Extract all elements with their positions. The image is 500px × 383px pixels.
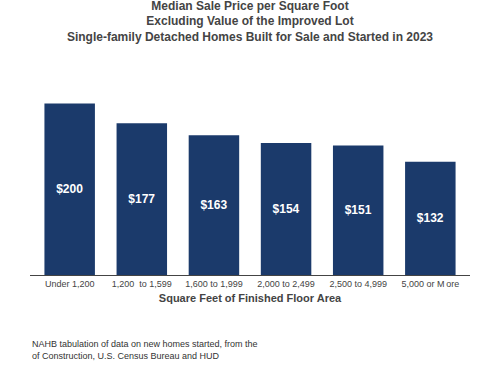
svg-text:$200: $200 (56, 182, 83, 196)
svg-text:Median Sale Price per Square F: Median Sale Price per Square FootExcludi… (67, 0, 433, 44)
svg-text:NAHB tabulation of data on new: NAHB tabulation of data on new homes sta… (32, 339, 258, 361)
svg-text:2,000 to 2,499: 2,000 to 2,499 (257, 279, 315, 289)
svg-text:1,200 to 1,599: 1,200 to 1,599 (112, 279, 172, 289)
svg-text:$132: $132 (417, 211, 444, 225)
svg-text:$151: $151 (345, 203, 372, 217)
svg-text:1,600 to 1,999: 1,600 to 1,999 (185, 279, 243, 289)
svg-text:$163: $163 (200, 198, 227, 212)
svg-text:5,000 or M ore: 5,000 or M ore (401, 279, 459, 289)
svg-text:$177: $177 (128, 192, 155, 206)
svg-text:$154: $154 (273, 202, 300, 216)
svg-text:Square Feet of Finished Floor: Square Feet of Finished Floor Area (159, 292, 342, 304)
svg-text:2,500 to 4,999: 2,500 to 4,999 (329, 279, 387, 289)
svg-text:Under 1,200: Under 1,200 (45, 279, 95, 289)
